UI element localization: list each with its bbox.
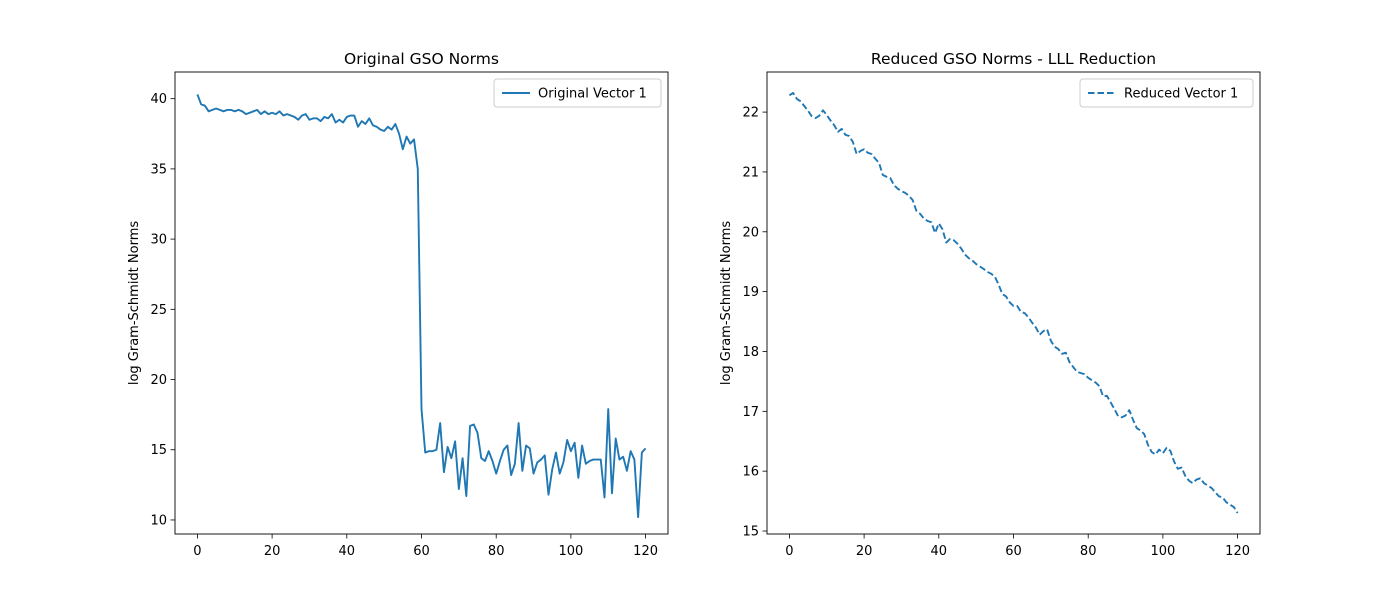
x-tick-label: 40	[931, 544, 948, 559]
y-axis-label: log Gram-Schmidt Norms	[719, 221, 734, 386]
x-tick-label: 0	[785, 544, 793, 559]
x-tick-label: 20	[264, 544, 281, 559]
chart-panel-1: 0 20 40 60 80 100 120 10 15 20 25 30 35 40 Original GS…	[127, 50, 669, 559]
x-tick-label: 100	[1150, 544, 1175, 559]
y-tick-label: 16	[742, 465, 759, 480]
y-axis-label: log Gram-Schmidt Norms	[127, 221, 142, 386]
axes-frame	[766, 71, 1261, 535]
chart-title: Reduced GSO Norms - LLL Reduction	[871, 50, 1156, 68]
y-tick-label: 18	[742, 345, 759, 360]
series-line-1	[196, 94, 647, 519]
axes-frame	[174, 71, 669, 535]
chart-title: Original GSO Norms	[344, 50, 499, 68]
y-tick-label: 20	[150, 373, 167, 388]
y-tick-label: 20	[742, 225, 759, 240]
legend-box	[1079, 78, 1254, 108]
legend-box	[493, 78, 662, 108]
x-tick-label: 80	[1080, 544, 1097, 559]
y-tick-label: 15	[742, 525, 759, 540]
legend-label: Reduced Vector 1	[1124, 87, 1238, 102]
y-tick-label: 19	[742, 285, 759, 300]
plot-area	[767, 72, 1260, 534]
y-tick-label: 30	[150, 233, 167, 248]
series-line-1	[788, 91, 1239, 514]
y-tick-label: 25	[150, 303, 167, 318]
chart-panel-2: 0 20 40 60 80 100 120 15 16 17 18 19 20 21 22 Reduced G…	[719, 50, 1261, 559]
x-tick-label: 20	[856, 544, 873, 559]
x-tick-label: 0	[193, 544, 201, 559]
y-tick-label: 15	[150, 443, 167, 458]
legend: Reduced Vector 1	[1079, 78, 1254, 108]
x-tick-label: 60	[413, 544, 430, 559]
x-tick-label: 40	[339, 544, 356, 559]
y-tick-label: 40	[150, 92, 167, 107]
x-tick-label: 80	[488, 544, 505, 559]
x-tick-label: 100	[558, 544, 583, 559]
legend: Original Vector 1	[493, 78, 662, 108]
x-tick-label: 60	[1005, 544, 1022, 559]
y-tick-label: 10	[150, 513, 167, 528]
x-tick-label: 120	[1225, 544, 1250, 559]
y-tick-label: 35	[150, 162, 167, 177]
legend-label: Original Vector 1	[538, 87, 647, 102]
y-tick-label: 22	[742, 106, 759, 121]
plot-area	[175, 72, 668, 534]
y-tick-label: 17	[742, 405, 759, 420]
x-tick-label: 120	[633, 544, 658, 559]
y-tick-label: 21	[742, 165, 759, 180]
